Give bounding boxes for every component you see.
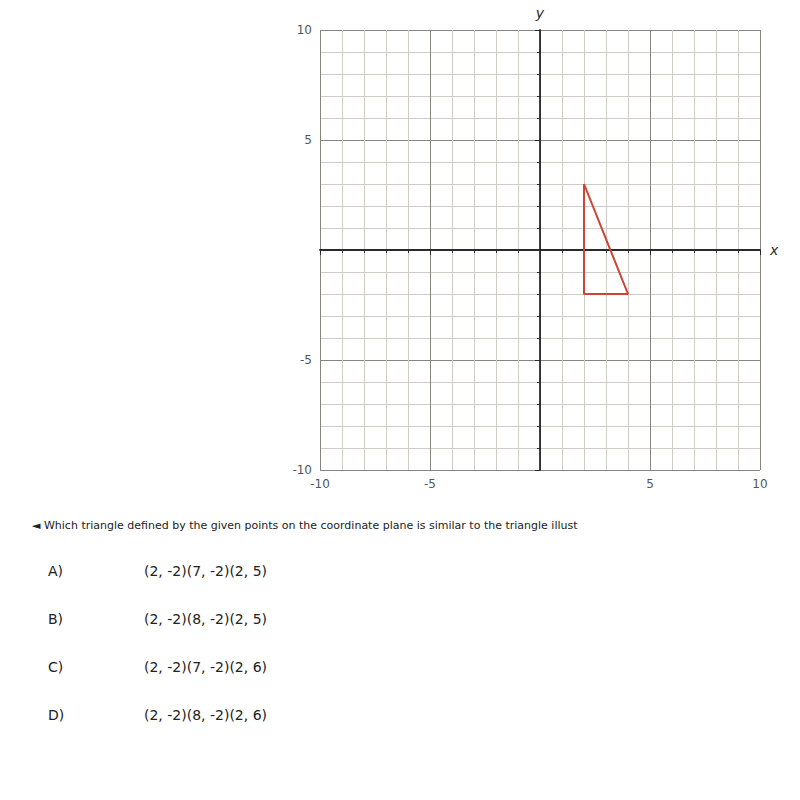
svg-text:-5: -5	[300, 353, 312, 367]
svg-text:D): D)	[48, 707, 64, 723]
svg-text:10: 10	[297, 23, 312, 37]
svg-text:-10: -10	[310, 477, 330, 491]
svg-text:5: 5	[304, 133, 312, 147]
svg-text:y: y	[535, 5, 545, 21]
svg-text:C): C)	[48, 659, 63, 675]
svg-text:-5: -5	[424, 477, 436, 491]
svg-text:(2, -2)(8, -2)(2, 6): (2, -2)(8, -2)(2, 6)	[144, 707, 267, 723]
svg-text:-10: -10	[292, 463, 312, 477]
svg-text:A): A)	[48, 563, 63, 579]
svg-text:x: x	[769, 242, 779, 258]
svg-text:10: 10	[752, 477, 767, 491]
svg-text:B): B)	[48, 611, 63, 627]
svg-text:◄︎ Which triangle defined by t: ◄︎ Which triangle defined by the given p…	[32, 519, 578, 532]
svg-text:5: 5	[646, 477, 654, 491]
svg-text:(2, -2)(8, -2)(2, 5): (2, -2)(8, -2)(2, 5)	[144, 611, 267, 627]
svg-text:(2, -2)(7, -2)(2, 6): (2, -2)(7, -2)(2, 6)	[144, 659, 267, 675]
svg-text:(2, -2)(7, -2)(2, 5): (2, -2)(7, -2)(2, 5)	[144, 563, 267, 579]
